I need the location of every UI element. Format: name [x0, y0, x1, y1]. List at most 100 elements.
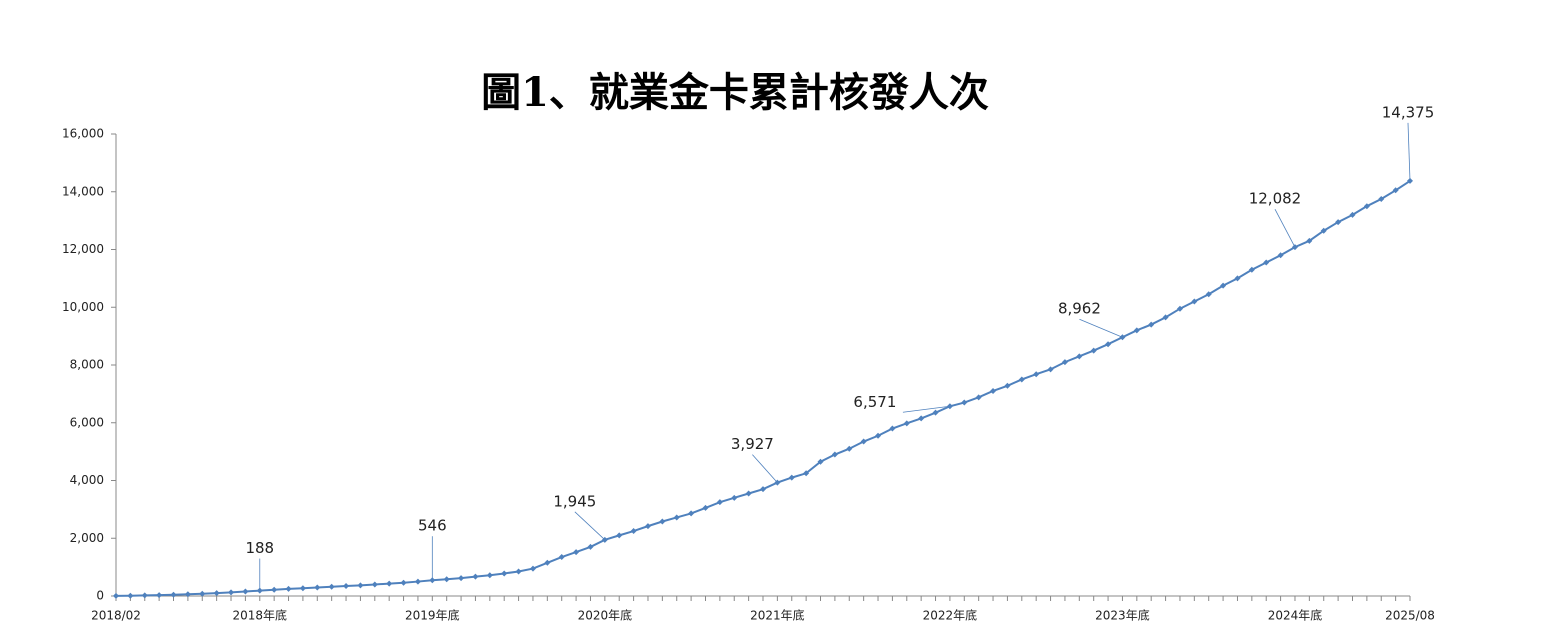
point-marker	[831, 451, 838, 458]
point-marker	[285, 585, 292, 592]
point-marker	[199, 590, 206, 597]
point-marker	[184, 591, 191, 598]
point-marker	[242, 588, 249, 595]
data-label: 1,945	[553, 492, 596, 510]
y-tick-label: 0	[96, 589, 104, 603]
point-marker	[271, 586, 278, 593]
point-marker	[1061, 359, 1068, 366]
point-marker	[343, 583, 350, 590]
y-tick-label: 12,000	[62, 242, 104, 256]
point-marker	[1162, 314, 1169, 321]
point-marker	[860, 438, 867, 445]
data-label: 6,571	[853, 393, 896, 411]
point-marker	[1263, 259, 1270, 266]
point-marker	[788, 474, 795, 481]
point-marker	[1148, 321, 1155, 328]
x-tick-label: 2018/02	[91, 609, 141, 623]
point-marker	[299, 585, 306, 592]
point-marker	[1076, 353, 1083, 360]
data-label: 14,375	[1382, 103, 1435, 121]
point-marker	[141, 592, 148, 599]
leader-line	[752, 454, 778, 483]
leader-line	[902, 405, 950, 413]
point-marker	[875, 432, 882, 439]
point-marker	[501, 570, 508, 577]
y-tick-label: 4,000	[70, 473, 104, 487]
point-marker	[515, 568, 522, 575]
point-marker	[1133, 327, 1140, 334]
y-tick-label: 6,000	[70, 415, 104, 429]
point-marker	[702, 504, 709, 511]
data-label: 3,927	[731, 435, 774, 453]
x-tick-label: 2021年底	[750, 608, 805, 623]
point-marker	[803, 470, 810, 477]
point-marker	[170, 591, 177, 598]
point-marker	[1105, 341, 1112, 348]
point-marker	[328, 583, 335, 590]
point-marker	[127, 592, 134, 599]
point-marker	[644, 523, 651, 530]
leader-line	[1274, 208, 1296, 248]
data-label: 8,962	[1058, 300, 1101, 318]
point-marker	[1363, 203, 1370, 210]
point-marker	[659, 518, 666, 525]
leader-line	[574, 511, 606, 541]
point-marker	[1248, 266, 1255, 273]
leader-line	[1079, 318, 1123, 338]
point-marker	[529, 565, 536, 572]
x-tick-label: 2020年底	[578, 608, 633, 623]
point-marker	[472, 573, 479, 580]
point-marker	[1176, 305, 1183, 312]
point-marker	[673, 514, 680, 521]
y-tick-label: 8,000	[70, 358, 104, 372]
y-tick-label: 16,000	[62, 127, 104, 141]
x-tick-label: 2024年底	[1268, 608, 1323, 623]
point-marker	[486, 572, 493, 579]
point-marker	[716, 499, 723, 506]
point-marker	[1320, 227, 1327, 234]
point-marker	[558, 554, 565, 561]
point-marker	[443, 576, 450, 583]
point-marker	[113, 592, 119, 599]
y-tick-label: 14,000	[62, 184, 104, 198]
point-marker	[745, 490, 752, 497]
point-marker	[458, 575, 465, 582]
point-marker	[1191, 298, 1198, 305]
point-marker	[414, 578, 421, 585]
data-label: 12,082	[1249, 190, 1302, 208]
data-label: 188	[245, 539, 274, 557]
point-marker	[357, 582, 364, 589]
point-marker	[975, 394, 982, 401]
point-marker	[1220, 282, 1227, 289]
point-marker	[1277, 252, 1284, 259]
point-marker	[903, 420, 910, 427]
series-line	[115, 180, 1411, 597]
point-marker	[630, 528, 637, 535]
x-tick-label: 2019年底	[405, 608, 460, 623]
point-marker	[1234, 275, 1241, 282]
chart-title: 圖1、就業金卡累計核發人次	[481, 69, 989, 116]
point-marker	[371, 581, 378, 588]
y-tick-label: 2,000	[70, 531, 104, 545]
point-marker	[1335, 219, 1342, 226]
x-tick-label: 2022年底	[923, 608, 978, 623]
point-marker	[573, 549, 580, 556]
point-marker	[1205, 291, 1212, 298]
point-marker	[1004, 382, 1011, 389]
data-label: 546	[418, 517, 447, 535]
point-marker	[213, 590, 220, 597]
point-marker	[846, 445, 853, 452]
x-tick-label: 2018年底	[233, 608, 288, 623]
point-marker	[932, 409, 939, 416]
point-marker	[1033, 371, 1040, 378]
y-tick-label: 10,000	[62, 300, 104, 314]
point-marker	[1047, 366, 1054, 373]
x-tick-label: 2025/08	[1385, 609, 1435, 623]
point-marker	[760, 486, 766, 493]
point-marker	[688, 510, 695, 517]
point-marker	[961, 399, 968, 406]
point-marker	[386, 580, 393, 587]
point-marker	[889, 425, 896, 432]
point-marker	[918, 415, 925, 422]
